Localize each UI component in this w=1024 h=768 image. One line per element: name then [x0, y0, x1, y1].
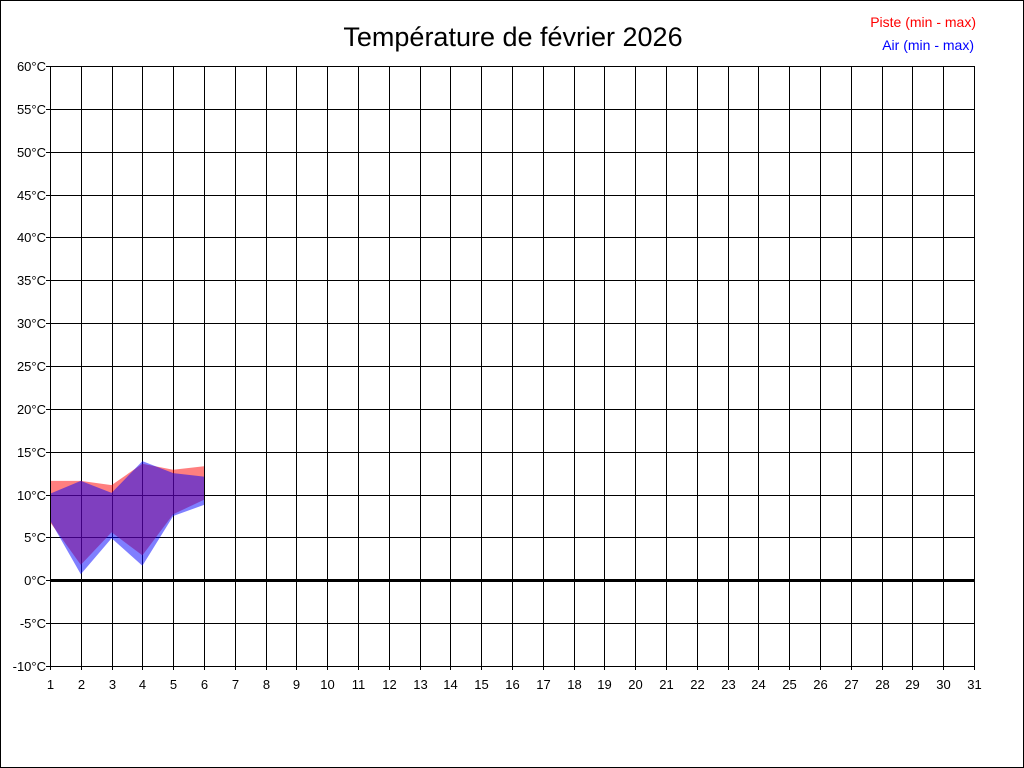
x-tick-label: 3	[109, 677, 116, 692]
chart-title: Température de février 2026	[343, 22, 682, 52]
y-tick-label: 35°C	[17, 273, 46, 288]
y-tick-label: -5°C	[20, 616, 46, 631]
y-tick-label: 30°C	[17, 316, 46, 331]
x-tick-label: 30	[936, 677, 950, 692]
x-tick-label: 24	[751, 677, 765, 692]
y-tick-label: 55°C	[17, 102, 46, 117]
x-tick-label: 8	[263, 677, 270, 692]
x-tick-label: 27	[844, 677, 858, 692]
x-tick-label: 9	[293, 677, 300, 692]
y-tick-label: 10°C	[17, 488, 46, 503]
x-tick-label: 23	[721, 677, 735, 692]
x-tick-label: 20	[628, 677, 642, 692]
y-tick-label: 60°C	[17, 59, 46, 74]
x-tick-label: 5	[170, 677, 177, 692]
y-tick-label: 15°C	[17, 445, 46, 460]
x-tick-label: 18	[567, 677, 581, 692]
y-tick-label: 20°C	[17, 402, 46, 417]
y-tick-label: 0°C	[24, 573, 46, 588]
x-tick-label: 14	[443, 677, 457, 692]
x-tick-label: 31	[967, 677, 981, 692]
x-tick-label: 4	[139, 677, 146, 692]
x-tick-label: 26	[813, 677, 827, 692]
y-tick-label: 5°C	[24, 530, 46, 545]
x-tick-label: 25	[782, 677, 796, 692]
y-tick-label: 40°C	[17, 230, 46, 245]
legend-entry-piste: Piste (min - max)	[870, 14, 976, 30]
x-tick-label: 21	[659, 677, 673, 692]
x-tick-label: 22	[690, 677, 704, 692]
y-tick-label: 25°C	[17, 359, 46, 374]
x-tick-label: 6	[201, 677, 208, 692]
x-tick-label: 16	[505, 677, 519, 692]
x-tick-label: 17	[536, 677, 550, 692]
x-tick-label: 1	[47, 677, 54, 692]
y-tick-label: 45°C	[17, 188, 46, 203]
x-tick-label: 28	[875, 677, 889, 692]
x-tick-label: 7	[232, 677, 239, 692]
y-tick-label: -10°C	[13, 659, 46, 674]
x-tick-label: 19	[597, 677, 611, 692]
legend-entry-air: Air (min - max)	[882, 37, 974, 53]
x-tick-label: 10	[320, 677, 334, 692]
x-tick-label: 15	[474, 677, 488, 692]
y-tick-label: 50°C	[17, 145, 46, 160]
x-tick-label: 2	[78, 677, 85, 692]
x-tick-label: 12	[382, 677, 396, 692]
x-tick-label: 13	[413, 677, 427, 692]
x-tick-label: 29	[905, 677, 919, 692]
x-tick-label: 11	[352, 677, 366, 692]
